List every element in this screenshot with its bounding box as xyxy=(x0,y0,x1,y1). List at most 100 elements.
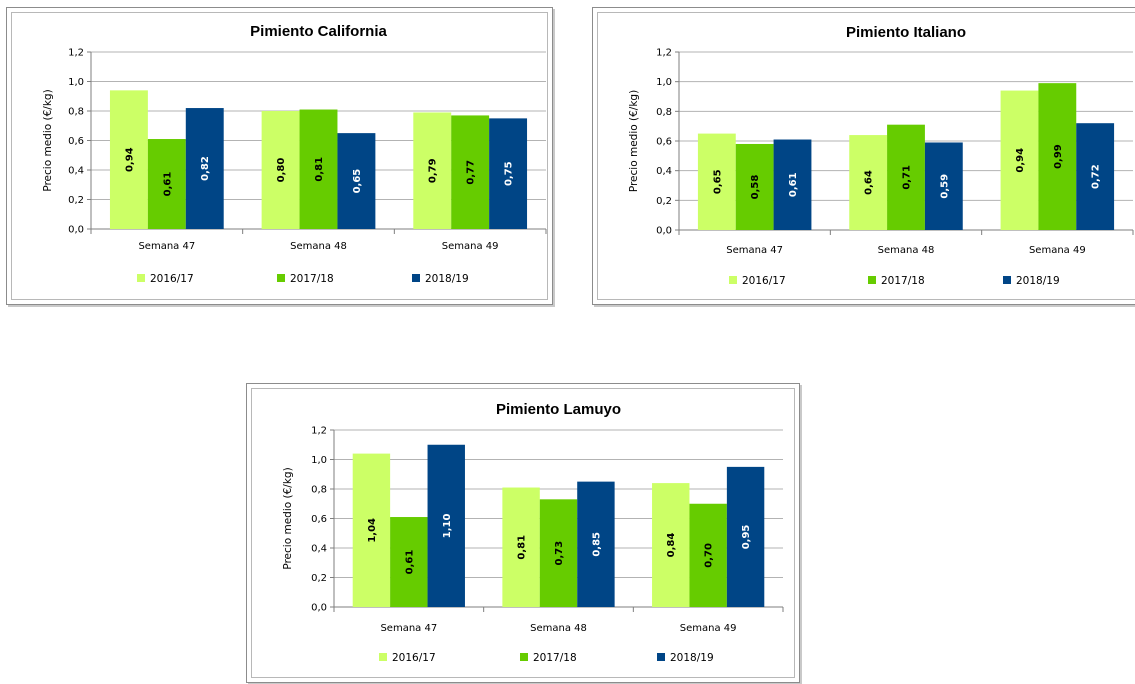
legend-label: 2017/18 xyxy=(881,275,925,287)
x-tick-label: Semana 48 xyxy=(878,245,935,256)
data-label: 0,81 xyxy=(314,157,325,182)
data-label: 1,04 xyxy=(367,518,378,543)
bar xyxy=(261,111,300,229)
legend-label: 2018/19 xyxy=(670,652,714,664)
y-tick-label: 0,0 xyxy=(311,603,327,614)
y-axis-label: Precio medio (€/kg) xyxy=(282,467,294,569)
bar xyxy=(352,453,391,607)
bar xyxy=(924,142,963,230)
data-label: 1,10 xyxy=(442,514,453,539)
y-tick-label: 0,4 xyxy=(656,166,672,177)
data-label: 0,72 xyxy=(1091,164,1102,189)
legend-swatch xyxy=(412,274,420,282)
bar xyxy=(689,503,727,607)
y-tick-label: 0,6 xyxy=(656,137,672,148)
bar xyxy=(427,444,465,607)
y-tick-label: 0,2 xyxy=(656,196,672,207)
x-tick-label: Semana 49 xyxy=(442,241,499,252)
y-tick-label: 0,4 xyxy=(68,166,84,177)
y-tick-label: 1,2 xyxy=(656,48,672,59)
bar xyxy=(109,90,148,229)
data-label: 0,85 xyxy=(591,532,602,557)
x-tick-label: Semana 47 xyxy=(138,241,195,252)
x-tick-label: Semana 49 xyxy=(1029,245,1086,256)
data-label: 0,65 xyxy=(712,169,723,194)
data-label: 0,84 xyxy=(666,533,677,558)
bar xyxy=(1000,90,1039,230)
data-label: 0,94 xyxy=(1015,148,1026,173)
x-tick-label: Semana 49 xyxy=(680,623,737,634)
y-axis-label: Precio medio (€/kg) xyxy=(628,90,640,192)
data-label: 0,79 xyxy=(428,158,439,183)
legend-swatch xyxy=(520,653,528,661)
y-tick-label: 0,0 xyxy=(656,226,672,237)
data-label: 0,77 xyxy=(466,160,477,185)
bar xyxy=(489,118,528,229)
legend-label: 2016/17 xyxy=(742,275,786,287)
data-label: 0,95 xyxy=(741,525,752,550)
data-label: 0,82 xyxy=(200,156,211,181)
bar xyxy=(735,143,774,230)
data-label: 0,61 xyxy=(162,172,173,197)
chart-svg: Pimiento Lamuyo 0,0 0,2 0,4 0,6 0,8 1,0 1,2 Prec… xyxy=(282,401,784,664)
y-tick-label: 0,6 xyxy=(68,136,84,147)
chart-svg: Pimiento California 0,0 0,2 0,4 0,6 0,8 1,0 1,2… xyxy=(42,23,547,285)
bar xyxy=(539,499,578,607)
y-tick-label: 0,4 xyxy=(311,544,327,555)
bar xyxy=(185,108,224,229)
data-label: 0,81 xyxy=(517,535,528,560)
data-label: 0,73 xyxy=(554,541,565,566)
bar xyxy=(773,139,812,230)
data-label: 0,58 xyxy=(750,175,761,200)
bar xyxy=(577,481,615,607)
chart-pimiento-lamuyo: Pimiento Lamuyo 0,0 0,2 0,4 0,6 0,8 1,0 1,2 Prec… xyxy=(246,383,800,683)
legend-swatch xyxy=(379,653,387,661)
chart-title: Pimiento Italiano xyxy=(846,24,966,41)
data-label: 0,65 xyxy=(352,169,363,194)
data-label: 0,59 xyxy=(939,174,950,199)
legend-swatch xyxy=(277,274,285,282)
chart-pimiento-italiano: Pimiento Italiano 0,0 0,2 0,4 0,6 0,8 1,0 1,2 Pr… xyxy=(592,7,1135,305)
y-tick-label: 0,2 xyxy=(68,195,84,206)
chart-pimiento-california: Pimiento California 0,0 0,2 0,4 0,6 0,8 1,0 1,2… xyxy=(6,7,553,305)
data-label: 0,64 xyxy=(864,170,875,195)
y-tick-label: 1,0 xyxy=(68,77,84,88)
legend-swatch xyxy=(1003,276,1011,284)
bar xyxy=(337,133,376,229)
bar xyxy=(697,133,736,230)
x-tick-label: Semana 48 xyxy=(530,623,587,634)
data-label: 0,99 xyxy=(1053,144,1064,169)
data-label: 0,61 xyxy=(788,172,799,197)
data-label: 0,80 xyxy=(276,158,287,183)
y-tick-label: 1,0 xyxy=(656,77,672,88)
y-tick-label: 0,6 xyxy=(311,514,327,525)
y-tick-label: 1,2 xyxy=(68,48,84,59)
y-tick-label: 0,8 xyxy=(656,107,672,118)
chart-svg: Pimiento Italiano 0,0 0,2 0,4 0,6 0,8 1,0 1,2 Pr… xyxy=(628,24,1134,287)
bar xyxy=(147,139,186,229)
y-tick-label: 0,8 xyxy=(311,485,327,496)
bar xyxy=(887,124,925,230)
x-tick-label: Semana 47 xyxy=(726,245,783,256)
legend-label: 2018/19 xyxy=(1016,275,1060,287)
x-tick-label: Semana 47 xyxy=(380,623,437,634)
chart-title: Pimiento California xyxy=(250,23,387,40)
legend-label: 2016/17 xyxy=(392,652,436,664)
data-label: 0,70 xyxy=(704,543,715,568)
bar xyxy=(451,115,490,229)
legend-swatch xyxy=(729,276,737,284)
data-label: 0,94 xyxy=(124,147,135,172)
bar xyxy=(652,483,690,607)
chart-title: Pimiento Lamuyo xyxy=(496,401,621,418)
legend-swatch xyxy=(868,276,876,284)
y-tick-label: 0,8 xyxy=(68,107,84,118)
legend-label: 2017/18 xyxy=(533,652,577,664)
x-tick-label: Semana 48 xyxy=(290,241,347,252)
data-label: 0,71 xyxy=(902,165,913,190)
bar xyxy=(849,135,888,230)
data-label: 0,61 xyxy=(404,550,415,575)
legend-swatch xyxy=(657,653,665,661)
y-axis-label: Precio medio (€/kg) xyxy=(42,89,54,191)
legend-label: 2018/19 xyxy=(425,273,469,285)
y-tick-label: 0,0 xyxy=(68,225,84,236)
